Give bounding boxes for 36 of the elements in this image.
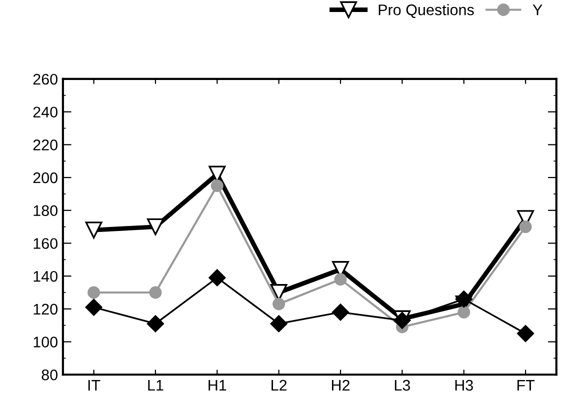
x-tick-label: L1 [148, 380, 164, 391]
x-tick-label: IT [88, 380, 100, 391]
y-tick-label: 220 [33, 140, 58, 150]
point [208, 269, 226, 286]
point [149, 286, 162, 299]
point [272, 298, 286, 310]
y-tick-label: 200 [33, 172, 58, 184]
point [519, 220, 532, 234]
y-tick-label: 180 [34, 205, 58, 216]
point [332, 304, 350, 321]
point [334, 273, 347, 286]
x-tick-label: FT [517, 380, 535, 391]
point [210, 179, 224, 192]
y-tick-label: 160 [34, 238, 58, 249]
point [146, 218, 164, 236]
x-tick-label: H3 [455, 380, 473, 391]
y-tick-label: 100 [34, 336, 58, 348]
legend-label: Pro Questions [378, 4, 474, 18]
y-tick-label: 80 [42, 369, 58, 380]
legend-label: Y [532, 4, 542, 16]
point [146, 315, 164, 332]
point [270, 315, 288, 332]
x-tick-label: L3 [394, 380, 410, 391]
point [458, 306, 470, 318]
x-tick-label: H2 [332, 380, 350, 391]
x-tick-label: H1 [208, 380, 226, 391]
x-tick-label: L2 [272, 380, 287, 391]
y-tick-label: 260 [33, 74, 58, 85]
y-tick-label: 120 [34, 304, 58, 315]
y-tick-label: 240 [33, 106, 58, 118]
y-tick-label: 140 [34, 270, 58, 282]
point [455, 290, 472, 308]
point [85, 298, 102, 316]
point [516, 325, 534, 342]
point [88, 286, 100, 299]
point [85, 222, 102, 239]
